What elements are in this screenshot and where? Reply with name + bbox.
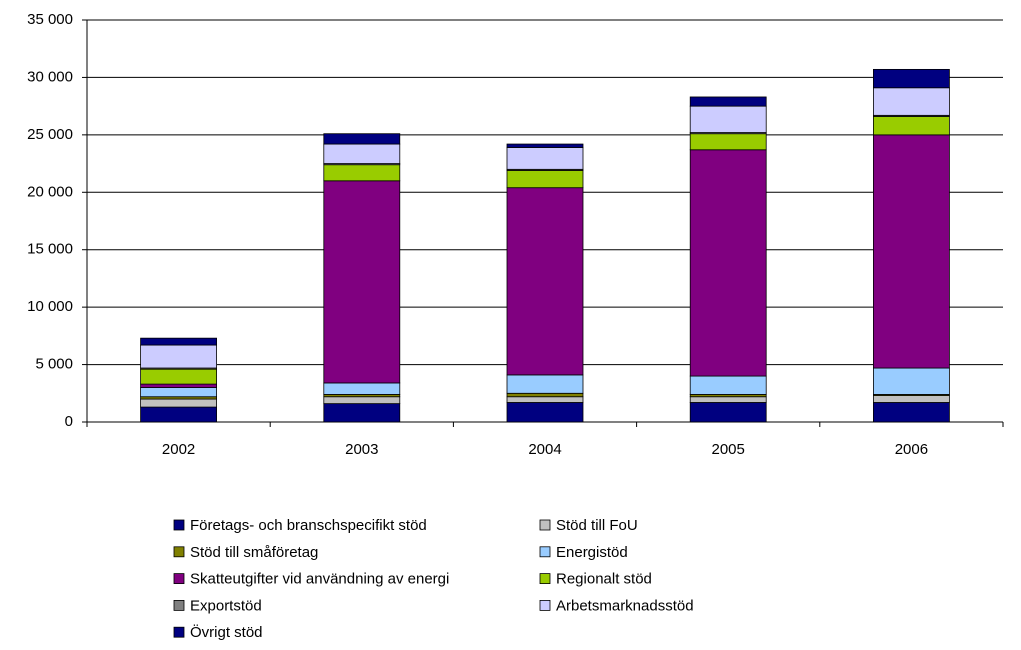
bar-segment (506, 374, 584, 394)
bar-segment (506, 143, 584, 148)
legend-label: Exportstöd (190, 597, 262, 614)
bar-segment (323, 164, 401, 182)
bar-segment (506, 402, 584, 423)
bar-segment (873, 395, 950, 403)
bar-segment (873, 367, 950, 395)
x-tick-label: 2003 (345, 441, 378, 458)
bar-segment (140, 387, 218, 398)
legend-swatch (539, 546, 551, 558)
bar-segment (873, 68, 950, 89)
legend-swatch (173, 600, 185, 611)
bar-segment (323, 180, 401, 384)
bar-segment (506, 170, 584, 189)
bar-segment (323, 143, 401, 164)
y-tick-label: 25 000 (27, 126, 73, 143)
legend-swatch (173, 626, 185, 638)
bar-segment (689, 149, 767, 377)
bar-segment (689, 133, 767, 151)
y-tick-label: 10 000 (27, 298, 73, 315)
x-tick-label: 2002 (162, 441, 195, 458)
legend: Företags- och branschspecifikt stöd Stöd … (173, 517, 694, 641)
bar-segment (689, 402, 767, 423)
y-tick-label: 35 000 (27, 11, 73, 28)
legend-label: Energistöd (556, 544, 628, 561)
bar-segment (140, 406, 218, 423)
bar-segment (689, 396, 767, 403)
legend-swatch (539, 600, 551, 611)
bar-segment (140, 383, 218, 388)
legend-label: Företags- och branschspecifikt stöd (190, 517, 427, 534)
bar-segment (140, 337, 218, 346)
bar-segment (689, 375, 767, 395)
bar-segment (873, 402, 950, 423)
legend-label: Skatteutgifter vid användning av energi (190, 571, 449, 588)
bar-segment (323, 396, 401, 405)
x-tick-label: 2004 (528, 441, 561, 458)
bar-segment (140, 368, 218, 385)
y-tick-label: 30 000 (27, 68, 73, 85)
x-tick-label: 2005 (712, 441, 745, 458)
legend-label: Stöd till småföretag (190, 544, 318, 561)
bar-segment (689, 105, 767, 133)
bar-segment (873, 87, 950, 116)
legend-label: Övrigt stöd (190, 623, 263, 641)
legend-label: Arbetsmarknadsstöd (556, 597, 694, 614)
y-tick-label: 15 000 (27, 241, 73, 258)
bar-segment (140, 344, 218, 369)
bar-segment (323, 133, 401, 145)
legend-label: Regionalt stöd (556, 571, 652, 588)
bar-segment (873, 134, 950, 369)
bar-segment (323, 382, 401, 395)
y-tick-label: 0 (65, 413, 73, 430)
legend-label: Stöd till FoU (556, 517, 638, 534)
bar-segment (140, 398, 218, 408)
legend-swatch (539, 573, 551, 584)
bar-segment (506, 396, 584, 403)
legend-swatch (539, 519, 551, 531)
x-tick-label: 2006 (895, 441, 928, 458)
legend-swatch (173, 546, 185, 558)
legend-swatch (173, 519, 185, 531)
bar-segment (506, 147, 584, 170)
bar-segment (506, 392, 584, 398)
bar-segment (506, 187, 584, 376)
y-tick-label: 20 000 (27, 183, 73, 200)
bar-segment (323, 403, 401, 423)
bar-segment (873, 116, 950, 136)
y-tick-label: 5 000 (35, 356, 73, 373)
legend-swatch (173, 573, 185, 584)
bar-segment (689, 96, 767, 107)
